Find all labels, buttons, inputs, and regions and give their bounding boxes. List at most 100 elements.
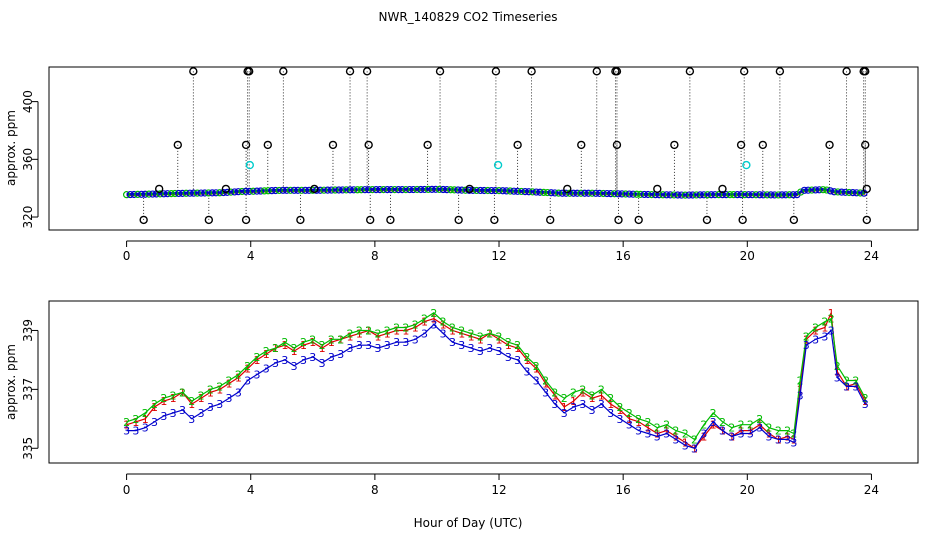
series-3-point: 3	[235, 386, 242, 399]
series-3-point: 3	[691, 442, 698, 455]
top-baseline-point	[484, 186, 492, 195]
top-x-tick-label: 0	[123, 249, 131, 263]
bottom-y-tick-label: 335	[21, 437, 35, 460]
top-baseline-point	[782, 191, 790, 199]
series-2-point: 2	[862, 392, 869, 405]
top-baseline-point	[581, 189, 589, 197]
series-2-point: 2	[319, 339, 326, 352]
top-baseline-point	[826, 187, 835, 195]
series-2-point: 2	[682, 428, 689, 441]
top-baseline-point	[811, 186, 820, 194]
series-3-point: 3	[430, 319, 437, 332]
top-baseline-point	[461, 186, 470, 194]
top-x-tick-label: 12	[491, 249, 506, 263]
top-baseline-point	[216, 189, 224, 197]
series-3-point: 3	[756, 422, 763, 435]
top-baseline-point	[130, 190, 138, 199]
top-baseline-point	[670, 191, 678, 199]
series-1-point: 1	[226, 377, 233, 390]
series-1-point: 1	[738, 425, 745, 438]
high-outlier-point	[362, 67, 372, 76]
series-1-point: 1	[570, 395, 577, 408]
series-2-point: 2	[188, 395, 195, 408]
top-baseline-point	[290, 186, 298, 194]
top-baseline-point	[599, 189, 607, 198]
mid-outlier-point	[577, 140, 586, 150]
top-baseline-point	[331, 186, 339, 194]
series-3-point: 3	[803, 339, 810, 352]
series-3-point: 3	[477, 345, 484, 358]
series-2-point: 2	[142, 407, 149, 420]
top-baseline-point	[625, 190, 633, 198]
series-3-point: 3	[244, 375, 251, 388]
series-2-point: 2	[784, 425, 791, 438]
top-y-axis: 320 360 400	[21, 90, 39, 228]
top-baseline-point	[823, 186, 831, 194]
top-baseline-point	[532, 188, 540, 196]
top-baseline-point	[391, 186, 399, 194]
series-2-point: 2	[393, 322, 400, 335]
top-baseline-point	[346, 186, 354, 194]
top-baseline-point	[298, 186, 306, 194]
top-baseline-point	[324, 186, 332, 194]
top-baseline-point	[566, 189, 574, 197]
series-1-point: 1	[700, 430, 707, 443]
series-3-point: 3	[617, 413, 624, 426]
series-2-point: 2	[365, 324, 372, 337]
top-baseline-point	[759, 191, 768, 199]
series-3-point: 3	[626, 419, 633, 432]
series-1-point: 1	[412, 322, 419, 335]
series-3-point: 3	[337, 348, 344, 361]
series-3-point: 3	[505, 351, 512, 364]
series-1-point: 1	[458, 327, 465, 340]
series-1-point: 1	[561, 401, 568, 414]
series-3-point: 3	[356, 339, 363, 352]
top-baseline-point	[387, 186, 395, 194]
series-2-point: 2	[235, 369, 242, 382]
series-3-point: 3	[533, 375, 540, 388]
series-3-point: 3	[170, 407, 177, 420]
top-baseline-point	[636, 190, 645, 198]
top-baseline-point	[540, 188, 548, 197]
series-1-point: 1	[523, 354, 530, 367]
top-baseline-point	[804, 186, 812, 194]
series-2-point: 2	[728, 422, 735, 435]
mid-outlier-point	[241, 140, 251, 150]
low-outlier-point	[738, 215, 747, 225]
top-baseline-point	[707, 191, 715, 199]
top-baseline-point	[644, 190, 652, 199]
series-3-point: 3	[132, 425, 139, 438]
series-2-point: 2	[672, 425, 679, 438]
series-2-point: 2	[738, 419, 745, 432]
top-baseline-point	[234, 188, 242, 196]
top-baseline-point	[830, 188, 838, 196]
series-3-point: 3	[421, 327, 428, 340]
top-baseline-point	[715, 191, 723, 199]
top-baseline-point	[838, 188, 846, 196]
top-baseline-point	[476, 186, 484, 195]
top-baseline-point	[428, 185, 436, 193]
series-2-point: 2	[852, 375, 859, 388]
high-outlier-point	[491, 67, 501, 76]
top-baseline-point	[778, 191, 786, 199]
series-1-point: 1	[300, 339, 307, 352]
top-baseline-point	[204, 189, 213, 197]
series-1-point: 1	[505, 339, 512, 352]
low-outlier-point	[296, 215, 305, 225]
top-baseline-point	[163, 190, 172, 198]
series-3-point: 3	[253, 369, 260, 382]
top-baseline-point	[808, 186, 816, 194]
series-2-point: 2	[570, 386, 577, 399]
series-3-point: 3	[775, 433, 782, 446]
series-1-point: 1	[644, 422, 651, 435]
series-2-point: 2	[347, 327, 354, 340]
low-outlier-point	[454, 215, 463, 225]
series-2-point: 2	[328, 333, 335, 346]
series-1-point: 1	[356, 327, 363, 340]
series-2-point: 2	[151, 398, 158, 411]
series-1-point: 1	[598, 389, 605, 402]
high-outlier-point	[244, 67, 254, 76]
series-1-point: 1	[710, 419, 717, 432]
series-3-point: 3	[272, 357, 279, 370]
